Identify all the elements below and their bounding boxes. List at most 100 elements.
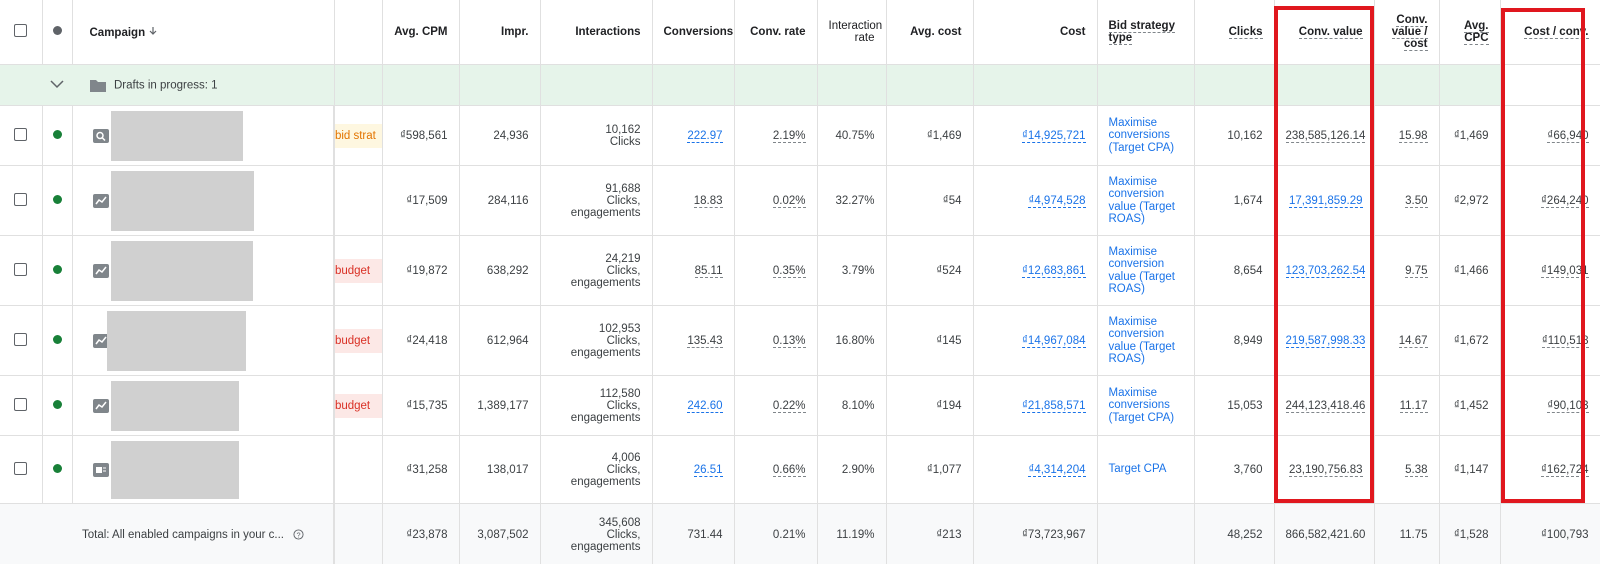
column-header[interactable]: Conv. rate (750, 26, 806, 38)
cell: Target CPA (1097, 435, 1195, 504)
conv-value[interactable]: 123,703,262.54 (1285, 264, 1366, 278)
conv-value[interactable]: 17,391,859.29 (1288, 194, 1363, 208)
header-cell: Campaign (72, 0, 335, 65)
clicks: 10,162 (1227, 129, 1263, 142)
campaign-type-icon (92, 333, 109, 348)
cell (334, 64, 383, 106)
cell (42, 64, 72, 106)
campaign-row: y bid strat₫598,56124,93610,162Clicks222… (0, 105, 1600, 166)
cell: ₫1,469 (1439, 105, 1501, 166)
column-header[interactable]: Campaign (89, 26, 146, 39)
clicks: 15,053 (1227, 399, 1263, 412)
cost[interactable]: ₫12,683,861 (1022, 264, 1086, 278)
column-header[interactable]: Conv. value / cost (1391, 14, 1428, 51)
row-checkbox[interactable] (14, 461, 28, 475)
cell: 638,292 (459, 235, 541, 306)
conv-value-cost: 14.67 (1398, 334, 1428, 348)
campaign-status: y bid strat (334, 123, 381, 148)
cost[interactable]: ₫14,967,084 (1022, 334, 1086, 348)
cell: 14.67 (1374, 305, 1440, 376)
column-header[interactable]: Avg. cost (910, 26, 962, 38)
conversions[interactable]: 242.60 (687, 399, 723, 413)
column-header[interactable]: Clicks (1228, 26, 1263, 39)
column-header[interactable]: Cost (1059, 26, 1086, 38)
header-cell: Avg. cost (886, 0, 974, 65)
cell (42, 375, 73, 436)
campaign-status: y budget (334, 258, 381, 283)
cell: ₫1,452 (1439, 375, 1501, 436)
cell: ₫14,925,721 (973, 105, 1098, 166)
impr: 3,087,502 (477, 529, 529, 541)
cell: 238,585,126.14 (1274, 105, 1375, 166)
column-header[interactable]: Conversions (663, 26, 734, 38)
column-header[interactable]: Cost / conv. (1524, 26, 1589, 39)
row-checkbox[interactable] (14, 397, 28, 411)
conversions[interactable]: 222.97 (687, 129, 723, 143)
cost[interactable]: ₫4,314,204 (1028, 463, 1086, 477)
impr: 138,017 (486, 463, 529, 476)
conv-value[interactable]: 219,587,998.33 (1285, 334, 1366, 348)
cell: 242.60 (652, 375, 735, 436)
bid-strategy-link[interactable]: Maximise conversions (Target CPA) (1108, 116, 1175, 154)
cell: 11.75 (1374, 503, 1440, 564)
impr: 284,116 (487, 194, 529, 207)
cost[interactable]: ₫4,974,528 (1028, 194, 1086, 208)
column-header[interactable]: Impr. (501, 26, 529, 38)
select-all-checkbox[interactable] (14, 24, 28, 37)
conv-rate: 0.35% (772, 264, 806, 278)
cell (42, 165, 73, 236)
conv-value-cost: 3.50 (1405, 194, 1428, 208)
column-header[interactable]: Conv. value (1298, 26, 1363, 39)
conv-value-cost: 15.98 (1398, 129, 1428, 143)
row-checkbox[interactable] (14, 127, 28, 141)
cell (0, 105, 43, 166)
avg-cpm: ₫31,258 (406, 463, 448, 476)
interaction-rate: 3.79% (841, 264, 875, 277)
row-checkbox[interactable] (14, 262, 28, 276)
column-header[interactable]: Avg. CPM (394, 26, 448, 38)
campaign-status: y budget (334, 393, 381, 418)
bid-strategy-link[interactable]: Maximise conversion value (Target ROAS) (1108, 175, 1175, 226)
cell (72, 165, 335, 236)
interactions-value: 91,688 (605, 182, 641, 195)
clicks: 1,674 (1233, 194, 1263, 207)
bid-strategy-link[interactable]: Maximise conversions (Target CPA) (1108, 386, 1175, 424)
cost: ₫73,723,967 (1022, 529, 1086, 541)
bid-strategy-link[interactable]: Maximise conversion value (Target ROAS) (1108, 315, 1175, 366)
conv-value-cost: 9.75 (1405, 264, 1428, 278)
conversions[interactable]: 26.51 (693, 463, 723, 477)
bid-strategy-link[interactable]: Target CPA (1108, 463, 1167, 476)
column-header[interactable]: Interactions (575, 26, 641, 38)
row-checkbox[interactable] (14, 192, 28, 206)
expand-chevron[interactable] (50, 79, 64, 89)
campaign-name-redacted (110, 440, 239, 499)
cell: 32.27% (817, 165, 887, 236)
help-icon[interactable]: ? (293, 529, 304, 541)
cell: 23,190,756.83 (1274, 435, 1375, 504)
column-header[interactable]: Avg. CPC (1464, 20, 1489, 45)
cell: 345,608 Clicks, engagements (540, 503, 653, 564)
cell (1439, 64, 1501, 106)
column-header[interactable]: Bid strategy type (1108, 20, 1175, 45)
cost[interactable]: ₫14,925,721 (1022, 129, 1086, 143)
conversions: 18.83 (693, 194, 723, 208)
cell: 123,703,262.54 (1274, 235, 1375, 306)
avg-cpc: ₫1,672 (1453, 334, 1489, 347)
cost[interactable]: ₫21,858,571 (1022, 399, 1086, 413)
cell: 10,162 Clicks (540, 105, 653, 166)
interaction-rate: 32.27% (835, 194, 875, 207)
cell: 284,116 (459, 165, 541, 236)
interactions-value: 10,162 (605, 123, 641, 136)
cell (0, 64, 42, 106)
row-checkbox[interactable] (14, 332, 28, 346)
cost-conv: ₫162,724 (1541, 463, 1589, 477)
impr: 638,292 (486, 264, 529, 277)
bid-strategy-link[interactable]: Maximise conversion value (Target ROAS) (1108, 245, 1175, 296)
clicks: 3,760 (1233, 463, 1263, 476)
cell: 219,587,998.33 (1274, 305, 1375, 376)
cell (734, 64, 818, 106)
cell (652, 64, 735, 106)
column-header[interactable]: Interaction rate (828, 20, 883, 44)
conv-rate: 0.02% (772, 194, 806, 208)
avg-cost: ₫194 (936, 399, 962, 412)
